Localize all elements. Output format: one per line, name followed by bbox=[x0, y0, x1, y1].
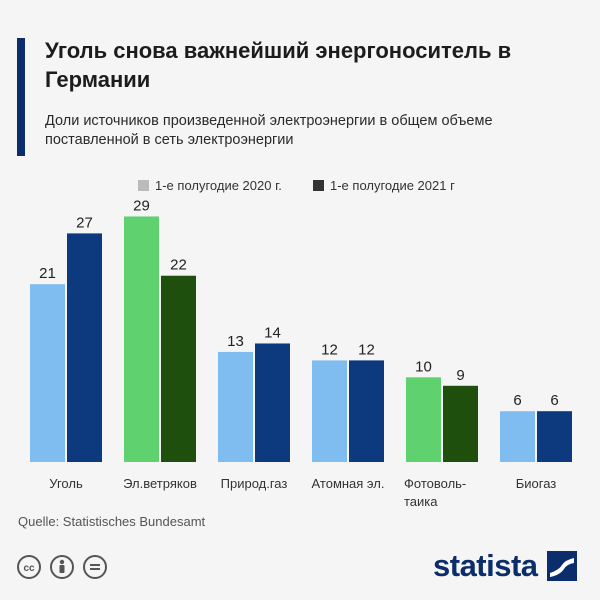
category-label: Биогаз bbox=[516, 476, 557, 491]
bar-2021-1 bbox=[161, 275, 196, 462]
data-label: 22 bbox=[170, 257, 187, 274]
bar-2021-3 bbox=[349, 360, 384, 462]
bar-2020-4 bbox=[406, 377, 441, 462]
data-label: 27 bbox=[76, 214, 93, 231]
bar-2021-5 bbox=[537, 411, 572, 462]
data-label: 10 bbox=[415, 358, 432, 375]
data-label: 12 bbox=[358, 341, 375, 358]
bar-2021-4 bbox=[443, 385, 478, 462]
bar-2021-2 bbox=[255, 343, 290, 462]
data-label: 29 bbox=[133, 197, 150, 214]
legend-swatch-2020 bbox=[138, 180, 149, 191]
legend-swatch-2021 bbox=[313, 180, 324, 191]
bar-2020-3 bbox=[312, 360, 347, 462]
nd-icon bbox=[83, 555, 107, 579]
category-label: Эл.ветряков bbox=[123, 476, 197, 491]
chart-title: Уголь снова важнейший энергоноситель в Г… bbox=[45, 38, 512, 92]
source-note: Quelle: Statistisches Bundesamt bbox=[18, 514, 206, 529]
legend-item-2020: 1-е полугодие 2020 г. bbox=[138, 176, 282, 196]
statista-logo-text: statista bbox=[433, 548, 538, 583]
legend: 1-е полугодие 2020 г. 1-е полугодие 2021… bbox=[0, 176, 600, 196]
legend-label-2021: 1-е полугодие 2021 г bbox=[330, 178, 455, 193]
data-label: 6 bbox=[550, 392, 558, 409]
data-label: 14 bbox=[264, 324, 281, 341]
chart-subtitle: Доли источников произведенной электроэне… bbox=[45, 113, 493, 148]
data-label: 13 bbox=[227, 333, 244, 350]
data-label: 21 bbox=[39, 265, 56, 282]
bar-2021-0 bbox=[67, 233, 102, 462]
bar-2020-2 bbox=[218, 351, 253, 462]
cc-icon: cc bbox=[17, 555, 41, 579]
statista-logo-icon bbox=[547, 551, 577, 581]
legend-item-2021: 1-е полугодие 2021 г bbox=[313, 176, 455, 196]
title-accent-bar bbox=[17, 38, 25, 156]
data-label: 12 bbox=[321, 341, 338, 358]
legend-label-2020: 1-е полугодие 2020 г. bbox=[155, 178, 282, 193]
data-label: 9 bbox=[456, 367, 464, 384]
category-label: Уголь bbox=[49, 476, 83, 491]
category-label: Атомная эл. bbox=[312, 476, 385, 491]
category-label: Природ.газ bbox=[221, 476, 288, 491]
bar-2020-5 bbox=[500, 411, 535, 462]
bar-2020-1 bbox=[124, 216, 159, 462]
data-label: 6 bbox=[513, 392, 521, 409]
category-label: Фотоволь- bbox=[404, 476, 466, 491]
category-label: таика bbox=[404, 494, 438, 509]
by-icon bbox=[50, 555, 74, 579]
bar-2020-0 bbox=[30, 284, 65, 462]
svg-text:cc: cc bbox=[23, 563, 35, 574]
